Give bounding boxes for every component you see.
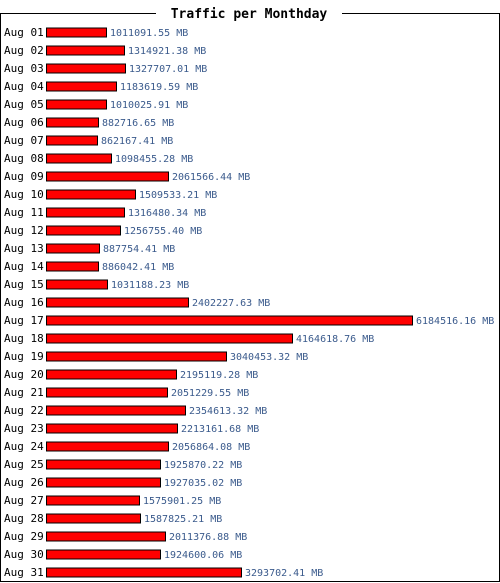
- value-label: 1031188.23 MB: [111, 280, 189, 291]
- day-label: Aug 11: [4, 206, 44, 219]
- traffic-bar: [46, 549, 161, 560]
- traffic-bar: [46, 333, 293, 344]
- title-background: [156, 6, 342, 21]
- value-label: 1575901.25 MB: [143, 496, 221, 507]
- traffic-bar: [46, 513, 141, 524]
- day-label: Aug 17: [4, 314, 44, 327]
- day-label: Aug 28: [4, 512, 44, 525]
- traffic-bar: [46, 99, 107, 110]
- day-label: Aug 20: [4, 368, 44, 381]
- day-label: Aug 25: [4, 458, 44, 471]
- value-label: 1327707.01 MB: [129, 64, 207, 75]
- traffic-bar: [46, 297, 189, 308]
- value-label: 2051229.55 MB: [171, 388, 249, 399]
- traffic-bar: [46, 153, 112, 164]
- traffic-bar: [46, 495, 140, 506]
- value-label: 1314921.38 MB: [128, 46, 206, 57]
- traffic-bar: [46, 351, 227, 362]
- value-label: 3040453.32 MB: [230, 352, 308, 363]
- value-label: 1010025.91 MB: [110, 100, 188, 111]
- value-label: 1256755.40 MB: [124, 226, 202, 237]
- traffic-bar: [46, 81, 117, 92]
- traffic-bar: [46, 423, 178, 434]
- day-label: Aug 30: [4, 548, 44, 561]
- value-label: 2056864.08 MB: [172, 442, 250, 453]
- traffic-bar: [46, 477, 161, 488]
- value-label: 887754.41 MB: [103, 244, 175, 255]
- traffic-bar: [46, 567, 242, 578]
- traffic-bar: [46, 279, 108, 290]
- traffic-bar: [46, 387, 168, 398]
- day-label: Aug 01: [4, 26, 44, 39]
- day-label: Aug 23: [4, 422, 44, 435]
- day-label: Aug 18: [4, 332, 44, 345]
- traffic-bar: [46, 135, 98, 146]
- day-label: Aug 26: [4, 476, 44, 489]
- bar-group: Aug 01 1011091.55 MB Aug 02 1314921.38 MB Au…: [4, 26, 494, 579]
- day-label: Aug 07: [4, 134, 44, 147]
- day-label: Aug 02: [4, 44, 44, 57]
- value-label: 1509533.21 MB: [139, 190, 217, 201]
- traffic-bar: [46, 117, 99, 128]
- traffic-bar: [46, 45, 125, 56]
- value-label: 6184516.16 MB: [416, 316, 494, 327]
- traffic-bar: [46, 441, 169, 452]
- traffic-bar: [46, 261, 99, 272]
- value-label: 2213161.68 MB: [181, 424, 259, 435]
- day-label: Aug 31: [4, 566, 44, 579]
- value-label: 3293702.41 MB: [245, 568, 323, 579]
- value-label: 1925870.22 MB: [164, 460, 242, 471]
- day-label: Aug 12: [4, 224, 44, 237]
- value-label: 1927035.02 MB: [164, 478, 242, 489]
- traffic-bar: [46, 27, 107, 38]
- value-label: 1011091.55 MB: [110, 28, 188, 39]
- traffic-bar: [46, 531, 166, 542]
- value-label: 862167.41 MB: [101, 136, 173, 147]
- value-label: 882716.65 MB: [102, 118, 174, 129]
- traffic-bar: [46, 405, 186, 416]
- value-label: 886042.41 MB: [102, 262, 174, 273]
- day-label: Aug 15: [4, 278, 44, 291]
- day-label: Aug 14: [4, 260, 44, 273]
- day-label: Aug 10: [4, 188, 44, 201]
- value-label: 1316480.34 MB: [128, 208, 206, 219]
- day-label: Aug 21: [4, 386, 44, 399]
- value-label: 2011376.88 MB: [169, 532, 247, 543]
- traffic-bar: [46, 459, 161, 470]
- value-label: 1924600.06 MB: [164, 550, 242, 561]
- value-label: 4164618.76 MB: [296, 334, 374, 345]
- day-label: Aug 05: [4, 98, 44, 111]
- day-label: Aug 13: [4, 242, 44, 255]
- day-label: Aug 22: [4, 404, 44, 417]
- traffic-bar: [46, 369, 177, 380]
- chart-title: Traffic per Monthday: [171, 7, 328, 22]
- day-label: Aug 27: [4, 494, 44, 507]
- traffic-bar: [46, 171, 169, 182]
- traffic-bar: [46, 189, 136, 200]
- day-label: Aug 08: [4, 152, 44, 165]
- traffic-bar: [46, 243, 100, 254]
- traffic-bar: [46, 225, 121, 236]
- traffic-bar: [46, 207, 125, 218]
- value-label: 1098455.28 MB: [115, 154, 193, 165]
- value-label: 2195119.28 MB: [180, 370, 258, 381]
- day-label: Aug 06: [4, 116, 44, 129]
- value-label: 2061566.44 MB: [172, 172, 250, 183]
- day-label: Aug 09: [4, 170, 44, 183]
- traffic-bar: [46, 315, 413, 326]
- day-label: Aug 03: [4, 62, 44, 75]
- day-label: Aug 19: [4, 350, 44, 363]
- day-label: Aug 04: [4, 80, 44, 93]
- value-label: 2402227.63 MB: [192, 298, 270, 309]
- day-label: Aug 16: [4, 296, 44, 309]
- value-label: 1183619.59 MB: [120, 82, 198, 93]
- traffic-bar: [46, 63, 126, 74]
- day-label: Aug 29: [4, 530, 44, 543]
- value-label: 2354613.32 MB: [189, 406, 267, 417]
- day-label: Aug 24: [4, 440, 44, 453]
- value-label: 1587825.21 MB: [144, 514, 222, 525]
